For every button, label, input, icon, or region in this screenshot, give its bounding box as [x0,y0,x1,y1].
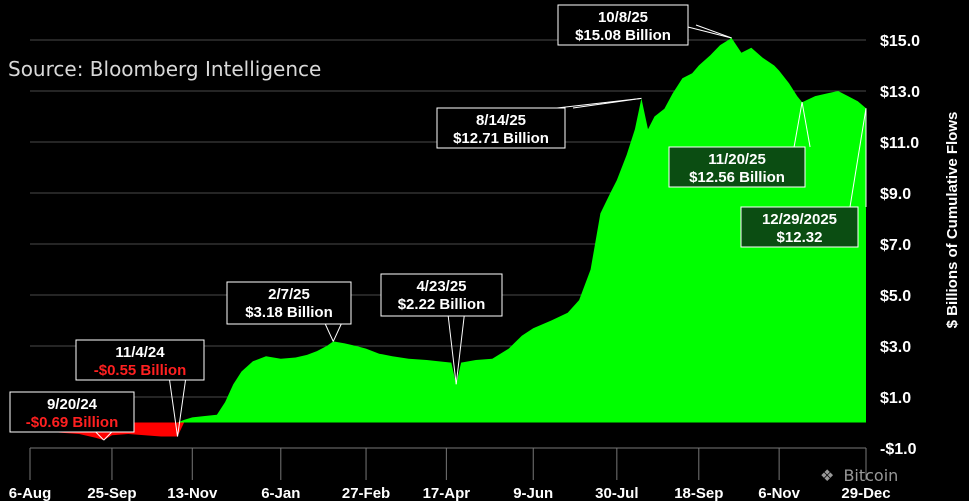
negative-flows-area [30,422,866,441]
annotation-box [557,4,689,46]
annotation-date: 12/29/2025 [762,211,837,228]
annotation-callout: 4/23/25$2.22 Billion [380,273,503,385]
annotation-box [226,281,352,325]
y-tick-label: $13.0 [880,84,920,101]
annotation-date: 10/8/25 [598,9,648,26]
watermark: ❖ Bitcoin [820,466,898,485]
x-tick-label: 9-Jun [513,485,553,501]
annotation-leader [793,102,803,148]
annotation-date: 11/20/25 [708,151,766,168]
x-tick-label: 18-Sep [674,485,723,501]
watermark-text: Bitcoin [843,466,899,485]
x-tick-label: 29-Dec [841,485,890,501]
annotation-leader [95,431,105,441]
annotation-leader [849,108,867,208]
annotation-box [740,206,859,248]
annotation-date: 2/7/25 [268,286,310,303]
annotation-leader [169,379,179,437]
source-note: Source: Bloomberg Intelligence [8,57,322,81]
axes: $15.0 $13.0 $11.0 $9.0 $7.0 $5.0 $3.0 $1.0 -$1.0… [9,33,920,501]
x-tick-label: 27-Feb [342,485,390,501]
annotation-leader [103,431,113,441]
annotation-value: -$0.55 Billion [94,362,187,379]
y-tick-label: $3.0 [880,339,911,356]
y-tick-label: $1.0 [880,390,911,407]
annotation-value: $12.56 Billion [689,169,785,186]
x-tick-label: 13-Nov [167,485,218,501]
annotation-value: $15.08 Billion [575,27,671,44]
y-tick-label: -$1.0 [880,441,917,458]
annotation-leader [332,323,342,342]
annotation-box [75,339,205,381]
annotation-callout: 9/20/24-$0.69 Billion [9,391,135,441]
annotation-callout: 12/29/2025$12.32 [740,108,867,248]
y-axis-label: $ Billions of Cumulative Flows [944,112,961,329]
y-tick-label: $7.0 [880,237,911,254]
annotation-box [436,107,566,149]
annotation-leader [801,102,811,148]
x-tick-label: 30-Jul [595,485,638,501]
annotation-callout: 10/8/25$15.08 Billion [557,4,732,46]
annotation-value: $3.18 Billion [245,304,333,321]
annotation-value: $2.22 Billion [398,296,486,313]
x-tick-label: 6-Aug [9,485,52,501]
annotation-date: 11/4/24 [115,344,165,361]
y-tick-label: $11.0 [880,135,919,152]
y-tick-label: $15.0 [880,33,920,50]
annotation-leader [695,24,732,39]
annotation-box [668,146,806,188]
y-tick-label: $9.0 [880,186,911,203]
annotation-box [9,391,135,433]
x-tick-label: 6-Nov [758,485,800,501]
annotation-leader [455,315,465,385]
annotation-date: 8/14/25 [476,112,526,129]
annotation-leader [572,97,642,109]
annotation-value: $12.32 [777,229,823,246]
annotation-leader [324,323,334,342]
annotation-date: 4/23/25 [416,278,466,295]
positive-flows-area [30,38,866,423]
annotation-value: -$0.69 Billion [26,414,119,431]
y-tick-label: $5.0 [880,288,911,305]
x-tick-label: 6-Jan [261,485,300,501]
annotation-callout: 11/20/25$12.56 Billion [668,102,811,188]
annotation-date: 9/20/24 [47,396,98,413]
annotation-callout: 11/4/24-$0.55 Billion [75,339,205,437]
annotation-callout: 2/7/25$3.18 Billion [226,281,352,342]
annotation-leader [447,315,457,385]
annotation-leader [679,24,732,39]
x-tick-label: 25-Sep [87,485,136,501]
annotation-box [380,273,503,317]
annotation-callout: 8/14/25$12.71 Billion [436,97,642,149]
diamond-logo-icon: ❖ [820,466,835,485]
annotation-value: $12.71 Billion [453,130,549,147]
x-tick-label: 17-Apr [423,485,471,501]
annotation-leader [177,379,187,437]
